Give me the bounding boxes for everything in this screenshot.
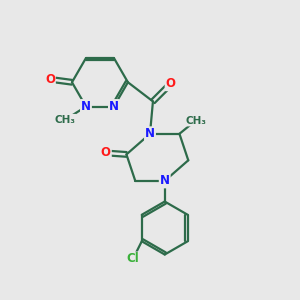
Text: N: N — [109, 100, 119, 113]
Text: O: O — [45, 73, 55, 86]
Text: N: N — [145, 127, 155, 140]
Text: O: O — [101, 146, 111, 159]
Text: N: N — [160, 174, 170, 188]
Text: Cl: Cl — [127, 252, 139, 266]
Text: N: N — [81, 100, 91, 113]
Text: O: O — [166, 77, 176, 90]
Text: CH₃: CH₃ — [55, 115, 76, 125]
Text: CH₃: CH₃ — [185, 116, 206, 126]
